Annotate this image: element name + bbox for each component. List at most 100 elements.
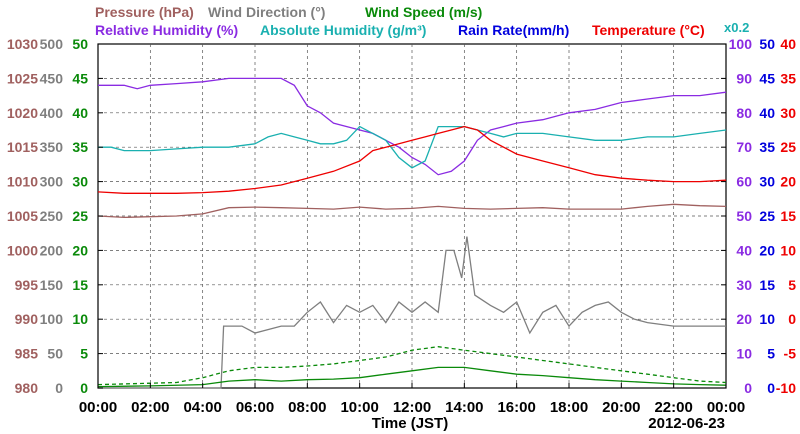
series-line-5 <box>98 125 727 169</box>
legend-pressure: Pressure (hPa) <box>95 4 194 20</box>
x-tick-label: 16:00 <box>497 399 535 416</box>
y-tick-wind_direction: 300 <box>40 174 64 190</box>
y-tick-humidity: 20 <box>736 311 752 327</box>
y-tick-pressure: 985 <box>15 346 39 362</box>
y-tick-wind_direction: 200 <box>40 242 64 258</box>
y-tick-pressure: 1015 <box>7 139 38 155</box>
x-tick-label: 10:00 <box>340 399 378 416</box>
grid <box>97 43 727 389</box>
y-tick-wind_speed: 5 <box>80 346 88 362</box>
y-tick-wind_speed: 30 <box>72 174 88 190</box>
y-tick-humidity: 70 <box>736 139 752 155</box>
y-tick-temperature: 10 <box>780 242 796 258</box>
x-tick-label: 14:00 <box>445 399 483 416</box>
y-tick-pressure: 990 <box>15 311 39 327</box>
x-tick-label: 06:00 <box>236 399 274 416</box>
y-tick-wind_direction: 250 <box>40 208 64 224</box>
y-tick-rain_rate: 5 <box>767 346 775 362</box>
x-tick-label: 22:00 <box>654 399 692 416</box>
y-tick-humidity: 60 <box>736 174 752 190</box>
y-tick-pressure: 980 <box>15 380 39 396</box>
y-tick-humidity: 90 <box>736 70 752 86</box>
y-tick-wind_direction: 150 <box>40 277 64 293</box>
y-tick-pressure: 1020 <box>7 105 38 121</box>
y-tick-temperature: 35 <box>780 70 796 86</box>
axis-ticks: 9809859909951000100510101015102010251030… <box>7 36 796 416</box>
y-tick-rain_rate: 35 <box>759 139 775 155</box>
y-tick-pressure: 1025 <box>7 70 38 86</box>
y-tick-temperature: 0 <box>788 311 796 327</box>
y-tick-wind_speed: 0 <box>80 380 88 396</box>
y-tick-humidity: 30 <box>736 277 752 293</box>
y-tick-wind_speed: 45 <box>72 70 88 86</box>
y-tick-wind_direction: 350 <box>40 139 64 155</box>
y-tick-rain_rate: 50 <box>759 36 775 52</box>
y-tick-wind_direction: 50 <box>47 346 63 362</box>
y-tick-pressure: 1000 <box>7 242 38 258</box>
legend-wind-direction: Wind Direction (°) <box>208 4 325 20</box>
legend-relative-humidity: Relative Humidity (%) <box>95 22 238 38</box>
y-tick-temperature: 5 <box>788 277 796 293</box>
y-tick-temperature: 30 <box>780 105 796 121</box>
y-tick-pressure: 1005 <box>7 208 38 224</box>
y-tick-temperature: -10 <box>776 380 796 396</box>
y-tick-humidity: 80 <box>736 105 752 121</box>
series-line-0 <box>97 203 727 219</box>
y-tick-temperature: 25 <box>780 139 796 155</box>
y-tick-rain_rate: 45 <box>759 70 775 86</box>
y-tick-wind_speed: 40 <box>72 105 88 121</box>
y-tick-wind_speed: 20 <box>72 242 88 258</box>
y-tick-rain_rate: 0 <box>767 380 775 396</box>
y-tick-humidity: 100 <box>729 36 753 52</box>
plot-area <box>97 77 727 389</box>
annotation-scale: x0.2 <box>724 20 749 35</box>
y-tick-pressure: 1010 <box>7 174 38 190</box>
series-line-4 <box>98 77 727 176</box>
y-tick-wind_direction: 500 <box>40 36 64 52</box>
y-tick-wind_speed: 15 <box>72 277 88 293</box>
series-line-3 <box>97 346 727 386</box>
x-axis-label: Time (JST) <box>372 415 448 432</box>
x-tick-label: 18:00 <box>550 399 588 416</box>
x-tick-label: 20:00 <box>602 399 640 416</box>
y-tick-wind_speed: 35 <box>72 139 88 155</box>
y-tick-rain_rate: 30 <box>759 174 775 190</box>
y-tick-rain_rate: 10 <box>759 311 775 327</box>
y-tick-rain_rate: 15 <box>759 277 775 293</box>
x-tick-label: 00:00 <box>79 399 117 416</box>
y-tick-temperature: -5 <box>784 346 797 362</box>
y-tick-wind_direction: 450 <box>40 70 64 86</box>
y-tick-pressure: 995 <box>15 277 39 293</box>
y-tick-temperature: 20 <box>780 174 796 190</box>
legend-rain-rate: Rain Rate(mm/h) <box>458 22 569 38</box>
y-tick-temperature: 40 <box>780 36 796 52</box>
y-tick-humidity: 40 <box>736 242 752 258</box>
x-tick-label: 04:00 <box>183 399 221 416</box>
y-tick-wind_speed: 50 <box>72 36 88 52</box>
x-tick-label: 12:00 <box>393 399 431 416</box>
legend: Pressure (hPa) Wind Direction (°) Wind S… <box>95 4 749 38</box>
x-tick-label: 08:00 <box>288 399 326 416</box>
y-tick-rain_rate: 25 <box>759 208 775 224</box>
legend-wind-speed: Wind Speed (m/s) <box>365 4 482 20</box>
legend-temperature: Temperature (°C) <box>592 22 705 38</box>
x-tick-label: 00:00 <box>707 399 745 416</box>
legend-absolute-humidity: Absolute Humidity (g/m³) <box>260 22 426 38</box>
y-tick-wind_speed: 10 <box>72 311 88 327</box>
y-tick-temperature: 15 <box>780 208 796 224</box>
y-tick-wind_speed: 25 <box>72 208 88 224</box>
y-tick-humidity: 50 <box>736 208 752 224</box>
x-tick-label: 02:00 <box>131 399 169 416</box>
y-tick-humidity: 10 <box>736 346 752 362</box>
y-tick-wind_direction: 400 <box>40 105 64 121</box>
series-line-1 <box>98 236 726 389</box>
series-line-2 <box>97 366 727 388</box>
date-label: 2012-06-23 <box>648 415 725 432</box>
y-tick-rain_rate: 40 <box>759 105 775 121</box>
series-line-6 <box>97 125 727 194</box>
y-tick-wind_direction: 100 <box>40 311 64 327</box>
y-tick-pressure: 1030 <box>7 36 38 52</box>
y-tick-wind_direction: 0 <box>55 380 63 396</box>
